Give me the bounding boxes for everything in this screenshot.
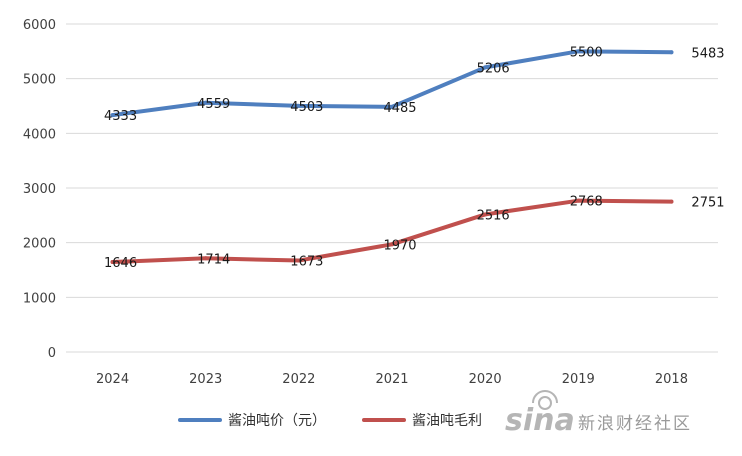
data-label: 4333 [104,109,137,124]
sina-watermark: sina 新浪财经社区 [505,390,692,438]
data-point [669,50,674,55]
series-lines [110,49,674,265]
data-point [203,100,208,105]
y-tick-label: 6000 [23,18,56,33]
data-label: 4559 [197,97,230,112]
data-labels: 4333 4559 4503 4485 5206 5500 5483 1646 1714 1673… [104,45,724,271]
y-tick-label: 3000 [23,182,56,197]
x-axis-ticks: 2024 2023 2022 2021 2020 2019 2018 [96,372,688,387]
data-point [296,258,301,263]
data-point [390,104,394,109]
data-label: 2768 [570,195,603,210]
y-tick-label: 2000 [23,237,56,252]
data-label: 1646 [104,256,137,271]
grid-lines [66,23,718,353]
data-point [576,198,581,203]
data-label: 1673 [290,255,323,270]
sina-logo: sina [505,390,575,438]
x-tick-label: 2019 [562,372,595,387]
legend: 酱油吨价（元） 酱油吨毛利 [178,413,482,429]
y-tick-label: 5000 [23,73,56,88]
data-label: 2516 [477,208,510,223]
data-point [110,260,115,265]
x-tick-label: 2018 [655,372,688,387]
data-label: 4503 [290,100,323,115]
legend-label-0: 酱油吨价（元） [228,413,326,429]
svg-text:sina: sina [505,403,575,438]
data-point [483,212,488,217]
legend-label-1: 酱油吨毛利 [412,413,482,429]
x-tick-label: 2022 [282,372,315,387]
watermark-text: 新浪财经社区 [578,414,692,434]
data-point [296,103,301,108]
data-label: 4485 [383,101,416,116]
x-tick-label: 2024 [96,372,129,387]
data-label: 1714 [197,252,230,267]
y-axis-ticks: 0 1000 2000 3000 4000 5000 6000 [23,18,56,361]
data-label: 1970 [383,238,416,253]
y-tick-label: 1000 [23,291,56,306]
x-tick-label: 2020 [469,372,502,387]
data-point [203,256,208,261]
data-point [669,199,674,204]
data-label: 5500 [570,45,603,60]
data-label: 2751 [691,196,724,211]
x-tick-label: 2023 [189,372,222,387]
data-label: 5206 [477,61,510,76]
y-tick-label: 0 [48,346,56,361]
y-tick-label: 4000 [23,127,56,142]
data-label: 5483 [691,46,724,61]
data-point [483,65,488,70]
x-tick-label: 2021 [375,372,408,387]
data-point [390,242,394,247]
data-point [110,113,115,118]
data-point [576,49,581,54]
